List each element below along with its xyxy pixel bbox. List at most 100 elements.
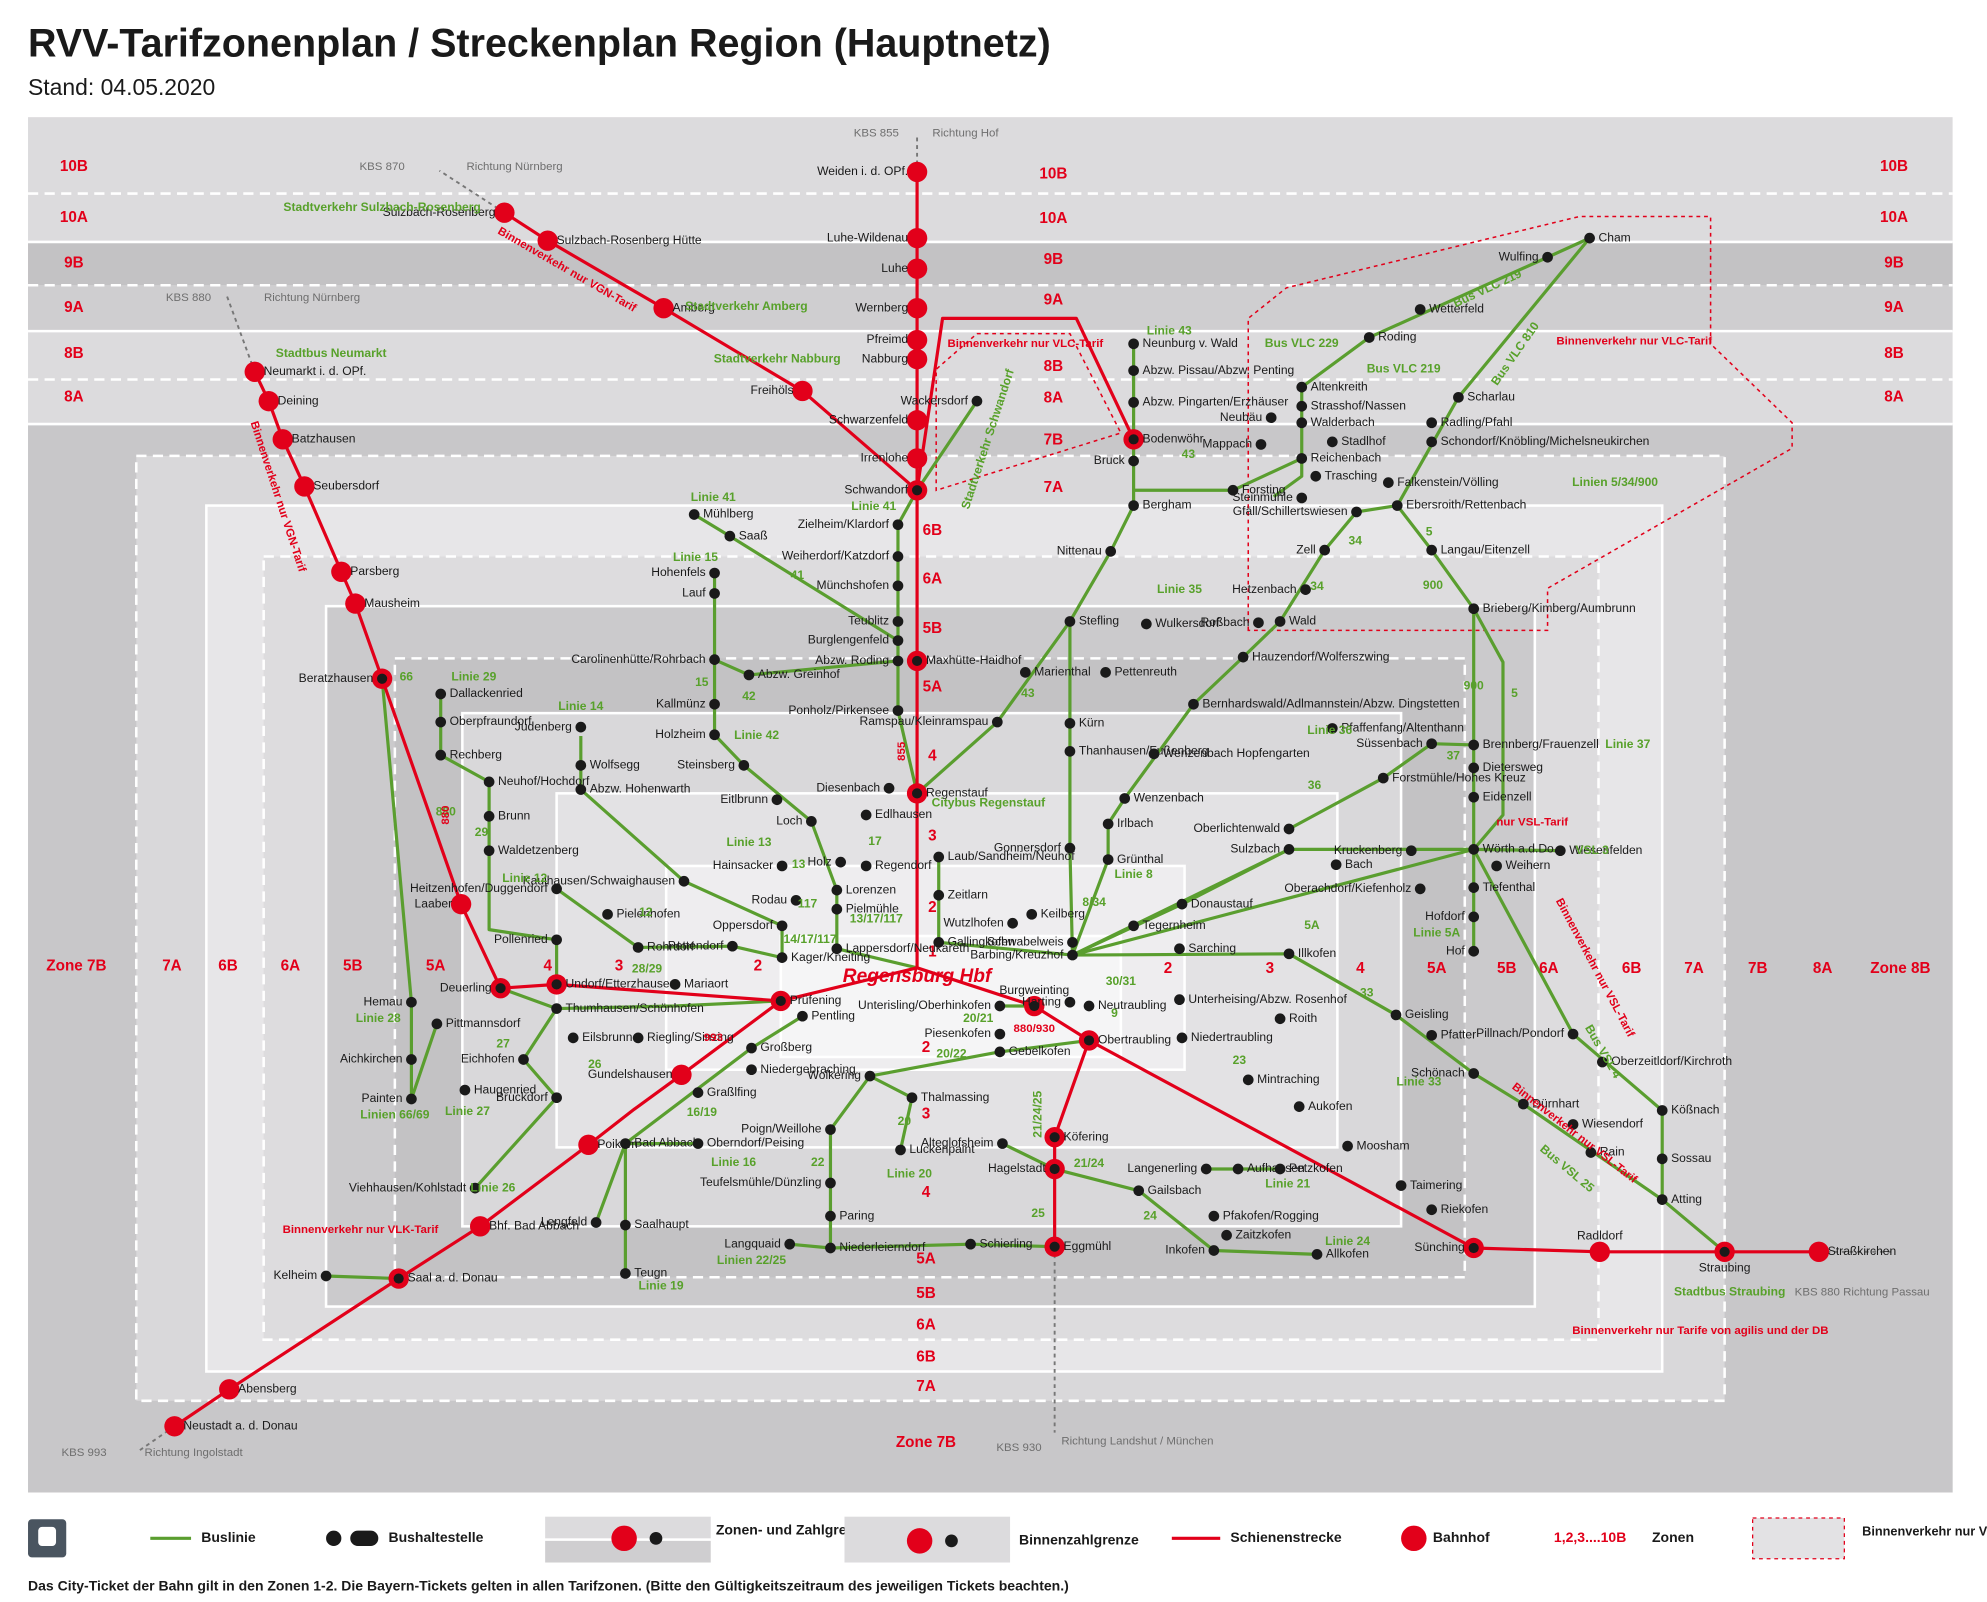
line-label: 22 xyxy=(811,1155,825,1169)
stop-label: Nittenau xyxy=(1057,544,1102,558)
bus-stop xyxy=(1227,484,1239,496)
station-label: Burgweinting xyxy=(999,983,1069,997)
bus-stop xyxy=(320,1270,332,1282)
station xyxy=(331,561,352,582)
bus-stop xyxy=(567,1032,579,1044)
note: Binnenverkehr nur Tarife von agilis und … xyxy=(1572,1325,1828,1337)
stop-label: Judenberg xyxy=(515,719,572,733)
stop-label: Unterheising/Abzw. Rosenhof xyxy=(1188,992,1347,1006)
bus-stop xyxy=(1296,492,1308,504)
zone-boundary-dot xyxy=(1049,1163,1060,1175)
bus-stop xyxy=(746,1042,757,1054)
bus-stop xyxy=(1656,1105,1668,1116)
station xyxy=(450,893,472,915)
stop-label: Niedertraubling xyxy=(1191,1030,1273,1044)
bus-stop xyxy=(1119,793,1131,804)
stop-label: Ramspau/Kleinramspau xyxy=(859,714,988,728)
zone-label: 9B xyxy=(64,255,84,272)
zone-boundary-dot xyxy=(1029,1000,1040,1012)
stop-label: Teublitz xyxy=(848,614,889,628)
bus-stop xyxy=(1265,412,1277,424)
line-label: Linie 20 xyxy=(887,1166,932,1180)
stop-label: Sarching xyxy=(1188,941,1236,955)
bus-stop xyxy=(1221,1229,1232,1241)
stop-label: Rohrdorf xyxy=(647,940,695,954)
stop-label: Hetzenbach xyxy=(1232,582,1296,596)
zone-label: 5A xyxy=(923,679,943,696)
line-label: 26 xyxy=(588,1057,602,1071)
bus-stop xyxy=(709,588,720,599)
stop-label: Brennberg/Frauenzell xyxy=(1483,737,1599,751)
zone-label: 3 xyxy=(1266,960,1275,977)
legend-label: Zonen xyxy=(1652,1529,1694,1545)
line-label: 43 xyxy=(1021,686,1035,700)
station-label: Deining xyxy=(278,393,319,407)
zone-label: 7A xyxy=(1684,960,1704,977)
zone-boundary-dot xyxy=(377,673,388,684)
stop-label: Eilsbrunn xyxy=(582,1030,632,1044)
bus-stop xyxy=(806,816,817,827)
bus-stop xyxy=(892,655,904,667)
line-label: Linie 15 xyxy=(673,550,718,564)
stop-label: Hof xyxy=(1446,943,1465,957)
line-label: Linie 8 xyxy=(1114,867,1153,881)
station-label: Straubing xyxy=(1699,1261,1751,1275)
stop-label: Rodau xyxy=(752,893,788,907)
bus-stop xyxy=(435,749,447,761)
bus-stop xyxy=(551,883,562,895)
bus-stop xyxy=(1100,667,1111,678)
direction-label: KBS 930 xyxy=(996,1442,1041,1454)
direction-label: KBS 993 xyxy=(61,1447,106,1459)
zone-label: 8A xyxy=(1884,388,1904,405)
zone-label: 10B xyxy=(1039,165,1067,182)
stop-label: Saaß xyxy=(739,528,768,542)
stop-label: Laub/Sandheim/Neuhof xyxy=(948,849,1076,863)
bus-stop xyxy=(1064,616,1076,627)
line-label: 20/22 xyxy=(936,1047,967,1061)
bus-stop xyxy=(1133,1185,1145,1197)
bus-stop xyxy=(1174,994,1185,1006)
zone-label: 2 xyxy=(922,1039,931,1056)
zone-boundary-dot xyxy=(1128,434,1139,445)
direction-label: Richtung Ingolstadt xyxy=(145,1447,244,1459)
bus-stop xyxy=(1237,651,1249,663)
stop-label: Painten xyxy=(362,1091,403,1105)
stop-label: Gfäll/Schillertswiesen xyxy=(1233,504,1348,518)
stop-label: Süssenbach xyxy=(1356,736,1422,750)
line-label: 117 xyxy=(798,896,818,910)
station-label: Pfreimd xyxy=(867,332,909,346)
line-label: Linie 14 xyxy=(558,699,603,713)
line-label: Linie 12 xyxy=(502,871,547,885)
line-label: 12 xyxy=(639,905,653,919)
bus-stop xyxy=(864,1070,876,1082)
stop-label: Holz xyxy=(808,854,832,868)
line-label: Linien 5/34/900 xyxy=(1572,475,1658,489)
bus-stop xyxy=(784,1238,796,1250)
bus-stop xyxy=(825,1210,836,1222)
bus-stop xyxy=(994,1046,1006,1058)
stop-label: Oppersdorf xyxy=(713,918,774,932)
stop-label: Mappach xyxy=(1202,437,1252,451)
bus-stop xyxy=(469,1182,481,1194)
stop-label: Falkenstein/Völling xyxy=(1397,475,1498,489)
bus-stop xyxy=(688,509,700,520)
stop-label: Bruck xyxy=(1094,453,1126,467)
bus-stop xyxy=(1174,943,1185,955)
stop-label: Ponholz/Pirkensee xyxy=(788,703,889,717)
stop-label: Lauf xyxy=(682,586,706,600)
line-label: 21/24/25 xyxy=(1030,1090,1044,1137)
direction-label: KBS 880 Richtung Passau xyxy=(1795,1287,1930,1299)
station xyxy=(1589,1241,1610,1262)
stop-label: Dürnhart xyxy=(1532,1096,1580,1110)
bus-stop xyxy=(1026,908,1038,920)
bus-stop xyxy=(860,860,872,872)
zone-label: 7B xyxy=(1748,960,1768,977)
zone-label: 8B xyxy=(1044,358,1064,375)
stop-label: Wulkersdorf xyxy=(1155,616,1220,630)
line-label: 25 xyxy=(1031,1206,1045,1220)
stop-label: Trasching xyxy=(1325,468,1378,482)
bus-stop xyxy=(1391,500,1403,511)
zone-label: 2 xyxy=(1164,960,1173,977)
line-label: Bus VLC 219 xyxy=(1367,361,1441,375)
stop-label: Hainsacker xyxy=(713,858,773,872)
